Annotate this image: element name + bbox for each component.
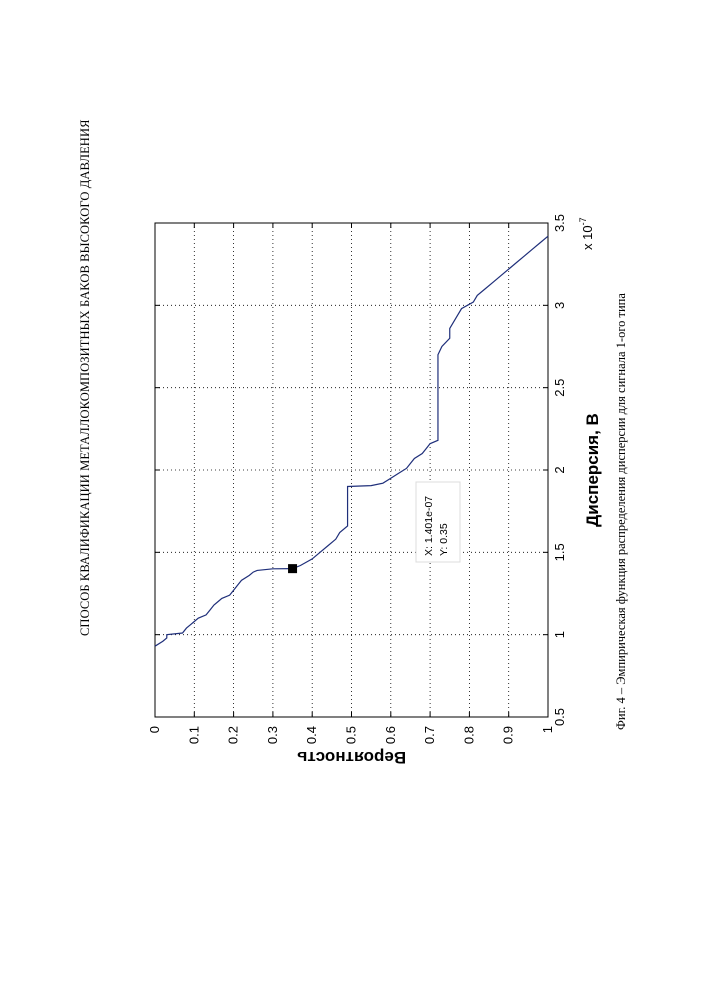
x-tick-label: 0.5 bbox=[552, 708, 567, 726]
y-tick-label: 0.5 bbox=[344, 726, 359, 744]
y-tick-label: 0.6 bbox=[383, 726, 398, 744]
y-tick-label: 0.9 bbox=[501, 726, 516, 744]
y-axis-label: Вероятность bbox=[297, 748, 406, 767]
x-tick-labels: 0.5 1 1.5 2 2.5 3 3.5 bbox=[552, 214, 567, 726]
x-tick-label: 1 bbox=[552, 631, 567, 638]
x-axis-label: Дисперсия, В bbox=[583, 413, 602, 527]
y-tick-label: 1 bbox=[540, 726, 555, 733]
x-tick-label: 3 bbox=[552, 302, 567, 309]
y-tick-label: 0.8 bbox=[461, 726, 476, 744]
cdf-series-line bbox=[155, 236, 548, 646]
datatip-x-text: X: 1.401e-07 bbox=[423, 496, 435, 556]
x-tick-label: 2.5 bbox=[552, 379, 567, 397]
x-exponent-text: x 10-7 bbox=[578, 217, 595, 250]
grid-lines bbox=[155, 223, 548, 717]
datatip: X: 1.401e-07Y: 0.35 bbox=[288, 482, 460, 573]
datatip-marker bbox=[288, 564, 297, 573]
y-tick-labels: 0 0.1 0.2 0.3 0.4 0.5 0.6 0.7 0.8 0.9 1 bbox=[147, 726, 555, 744]
x-tick-label: 3.5 bbox=[552, 214, 567, 232]
y-tick-label: 0.7 bbox=[422, 726, 437, 744]
y-tick-label: 0.3 bbox=[265, 726, 280, 744]
y-tick-label: 0 bbox=[147, 726, 162, 733]
y-tick-label: 0.1 bbox=[186, 726, 201, 744]
x-tick-label: 1.5 bbox=[552, 543, 567, 561]
datatip-y-text: Y: 0.35 bbox=[438, 523, 450, 556]
x-tick-label: 2 bbox=[552, 466, 567, 473]
y-tick-label: 0.4 bbox=[304, 726, 319, 744]
x-exponent-label: x 10-7 bbox=[578, 217, 595, 250]
y-tick-label: 0.2 bbox=[226, 726, 241, 744]
